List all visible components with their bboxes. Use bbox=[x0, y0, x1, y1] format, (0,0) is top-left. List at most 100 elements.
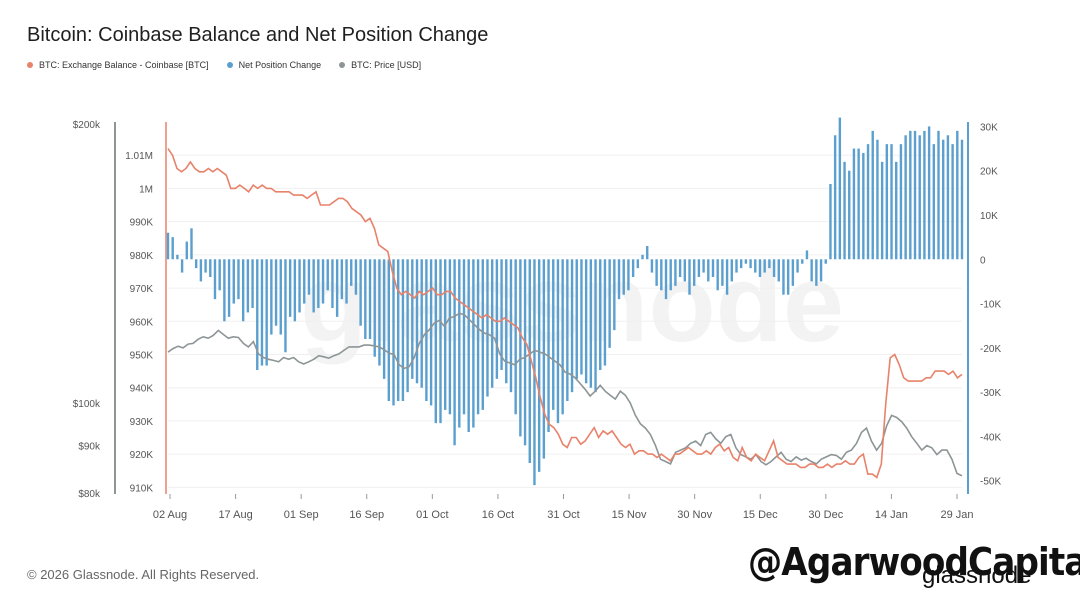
net-position-bar bbox=[552, 259, 555, 410]
series-lines bbox=[167, 148, 963, 479]
net-position-bar bbox=[406, 259, 409, 393]
net-position-bar bbox=[918, 135, 921, 260]
balance-tick-label: 1.01M bbox=[125, 151, 153, 162]
net-position-bar bbox=[801, 259, 804, 264]
net-position-bar bbox=[397, 259, 400, 401]
balance-tick-label: 970K bbox=[130, 284, 154, 295]
legend-label-netpos: Net Position Change bbox=[238, 60, 322, 70]
net-position-bar bbox=[899, 144, 903, 260]
net-position-bar bbox=[862, 153, 865, 260]
net-position-bar bbox=[509, 259, 513, 393]
net-position-bar bbox=[246, 259, 250, 313]
net-position-bar bbox=[824, 259, 827, 264]
net-position-bar bbox=[232, 259, 235, 304]
net-position-bar bbox=[815, 259, 818, 286]
net-position-bar bbox=[688, 259, 691, 295]
net-position-bar bbox=[660, 259, 663, 291]
net-position-bar bbox=[603, 259, 607, 366]
net-position-bar bbox=[260, 259, 264, 366]
net-position-bar bbox=[599, 259, 602, 370]
net-position-bar bbox=[542, 259, 546, 459]
net-position-bar bbox=[382, 259, 386, 379]
net-position-bar bbox=[777, 259, 780, 282]
net-position-bar bbox=[326, 259, 329, 291]
net-position-bar bbox=[876, 139, 879, 260]
net-position-bar bbox=[942, 139, 945, 260]
net-position-bar bbox=[415, 259, 419, 384]
brand-logo: glassnode bbox=[922, 562, 1032, 589]
net-position-bar bbox=[890, 144, 893, 260]
net-position-bar bbox=[622, 259, 625, 295]
balance-tick-label: 980K bbox=[130, 251, 154, 262]
net-position-bar bbox=[458, 259, 461, 428]
price-tick-label: $200k bbox=[73, 120, 101, 131]
net-position-bar bbox=[528, 259, 531, 463]
net-position-bar bbox=[500, 259, 503, 370]
net-position-bar bbox=[895, 161, 898, 260]
legend-item-netpos[interactable]: Net Position Change bbox=[226, 60, 322, 70]
net-position-bar bbox=[848, 170, 851, 260]
net-position-bar bbox=[354, 259, 358, 295]
net-position-bar bbox=[829, 184, 832, 260]
net-position-bar bbox=[194, 259, 198, 269]
x-tick-label: 01 Oct bbox=[416, 509, 448, 521]
net-position-bar bbox=[857, 148, 860, 260]
net-position-bar bbox=[627, 259, 630, 291]
net-position-bar bbox=[556, 259, 560, 424]
price-tick-label: $80k bbox=[78, 489, 101, 500]
net-position-bar bbox=[439, 259, 442, 424]
net-position-bar bbox=[796, 259, 799, 273]
x-tick-label: 15 Nov bbox=[612, 509, 647, 521]
legend-dot-netpos bbox=[226, 62, 233, 68]
net-position-bar bbox=[256, 259, 259, 370]
net-position-bar bbox=[209, 259, 212, 277]
net-position-bar bbox=[636, 259, 640, 269]
balance-tick-label: 940K bbox=[130, 384, 154, 395]
net-position-bar bbox=[288, 259, 292, 317]
net-position-bar bbox=[782, 259, 785, 295]
balance-tick-label: 920K bbox=[130, 450, 154, 461]
net-position-bar bbox=[810, 259, 813, 282]
net-position-bar bbox=[199, 259, 203, 282]
net-position-bar bbox=[180, 259, 184, 273]
net-position-bar bbox=[331, 259, 334, 308]
net-position-bar bbox=[664, 259, 668, 300]
net-position-bar bbox=[721, 259, 724, 286]
net-position-bar bbox=[472, 259, 475, 428]
net-position-bar bbox=[519, 259, 522, 437]
net-position-bar bbox=[683, 259, 687, 282]
net-position-bar bbox=[697, 259, 701, 277]
net-position-bar bbox=[340, 259, 344, 300]
x-tick-label: 16 Sep bbox=[349, 509, 384, 521]
net-position-bar bbox=[631, 259, 635, 277]
net-position-bar bbox=[589, 259, 593, 388]
netpos-tick-label: -50K bbox=[980, 477, 1001, 488]
x-tick-label: 01 Sep bbox=[284, 509, 319, 521]
net-position-bar bbox=[561, 259, 564, 415]
net-position-bar bbox=[693, 259, 696, 286]
net-position-bar bbox=[758, 259, 762, 277]
x-tick-label: 31 Oct bbox=[547, 509, 579, 521]
net-position-bar bbox=[251, 259, 254, 308]
balance-tick-label: 960K bbox=[130, 317, 154, 328]
net-position-bar bbox=[702, 259, 705, 273]
x-tick-label: 30 Nov bbox=[677, 509, 712, 521]
net-position-bar bbox=[321, 259, 325, 304]
net-position-bar bbox=[913, 130, 917, 260]
net-position-bar bbox=[392, 259, 395, 406]
x-tick-label: 15 Dec bbox=[743, 509, 778, 521]
net-position-bar bbox=[345, 259, 348, 304]
tick-labels: 1.01M 1M 990K 980K 970K 960K 950K 940K 930K 920K 9… bbox=[73, 120, 1002, 521]
legend-item-price[interactable]: BTC: Price [USD] bbox=[339, 60, 421, 70]
net-position-bar bbox=[960, 139, 964, 260]
balance-tick-label: 1M bbox=[139, 184, 153, 195]
net-position-bar bbox=[650, 259, 654, 273]
legend-item-balance[interactable]: BTC: Exchange Balance - Coinbase [BTC] bbox=[27, 60, 209, 70]
net-position-bar bbox=[768, 259, 771, 269]
balance-tick-label: 910K bbox=[130, 483, 154, 494]
net-position-bar bbox=[904, 135, 907, 260]
net-position-bar bbox=[932, 144, 936, 260]
net-position-bar bbox=[735, 259, 738, 273]
net-position-bar bbox=[486, 259, 489, 397]
